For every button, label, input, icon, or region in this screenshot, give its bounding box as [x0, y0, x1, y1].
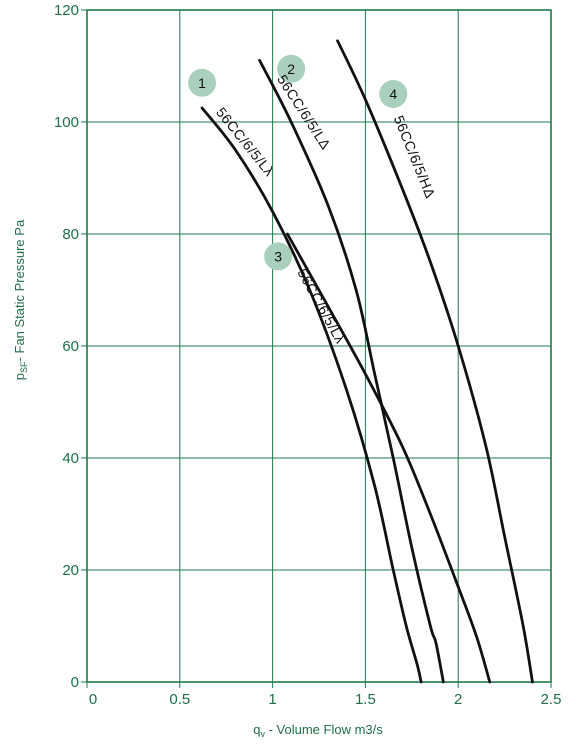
curve-badges: 1 2 3 4 [188, 54, 408, 271]
x-tick-label: 2 [454, 691, 462, 708]
series-line-2 [258, 59, 445, 684]
series-line-3 [286, 232, 492, 684]
curve-label-2: 56CC/6/5/LΔ [274, 72, 334, 153]
y-axis-label: pSF- Fan Static Pressure Pa [12, 219, 29, 380]
curve-badge-1 [188, 68, 217, 97]
curve-label-1: 56CC/6/5/Lλ [213, 104, 278, 179]
curve-badge-4 [379, 80, 408, 108]
series-line-4 [336, 39, 534, 684]
curve-badge-number: 2 [287, 61, 295, 77]
curve-badge-number: 3 [274, 248, 282, 264]
y-tick-label: 40 [62, 450, 79, 467]
x-tick-label: 1 [268, 691, 276, 708]
curve-badge-number: 1 [198, 75, 206, 91]
curve-badge-number: 4 [389, 86, 397, 102]
curve-label-3: 56CC/6/5/Lλ [294, 266, 348, 347]
x-tick-label: 0 [89, 691, 97, 708]
x-tick-label: 0.5 [169, 691, 190, 708]
curve-labels: 56CC/6/5/Lλ56CC/6/5/LΔ56CC/6/5/Lλ56CC/6/… [213, 72, 439, 347]
y-tick-label: 0 [71, 674, 79, 691]
curve-label-4: 56CC/6/5/HΔ [391, 113, 439, 201]
curve-badge-2 [277, 54, 306, 83]
x-axis-ticks: 0 0.5 1 1.5 2 2.5 [89, 691, 562, 708]
series-line-1 [200, 106, 423, 684]
plot-frame [86, 9, 552, 683]
x-axis-label: qv - Volume Flow m3/s [253, 722, 383, 739]
y-tick-label: 120 [54, 2, 79, 19]
y-tick-label: 100 [54, 114, 79, 131]
grid [81, 9, 552, 688]
x-tick-label: 2.5 [541, 691, 562, 708]
x-tick-label: 1.5 [355, 691, 376, 708]
y-axis-ticks: 0 20 40 60 80 100 120 [54, 2, 79, 691]
y-tick-label: 80 [62, 226, 79, 243]
curves [200, 39, 534, 684]
y-tick-label: 60 [62, 338, 79, 355]
y-tick-label: 20 [62, 562, 79, 579]
curve-badge-3 [264, 242, 293, 271]
